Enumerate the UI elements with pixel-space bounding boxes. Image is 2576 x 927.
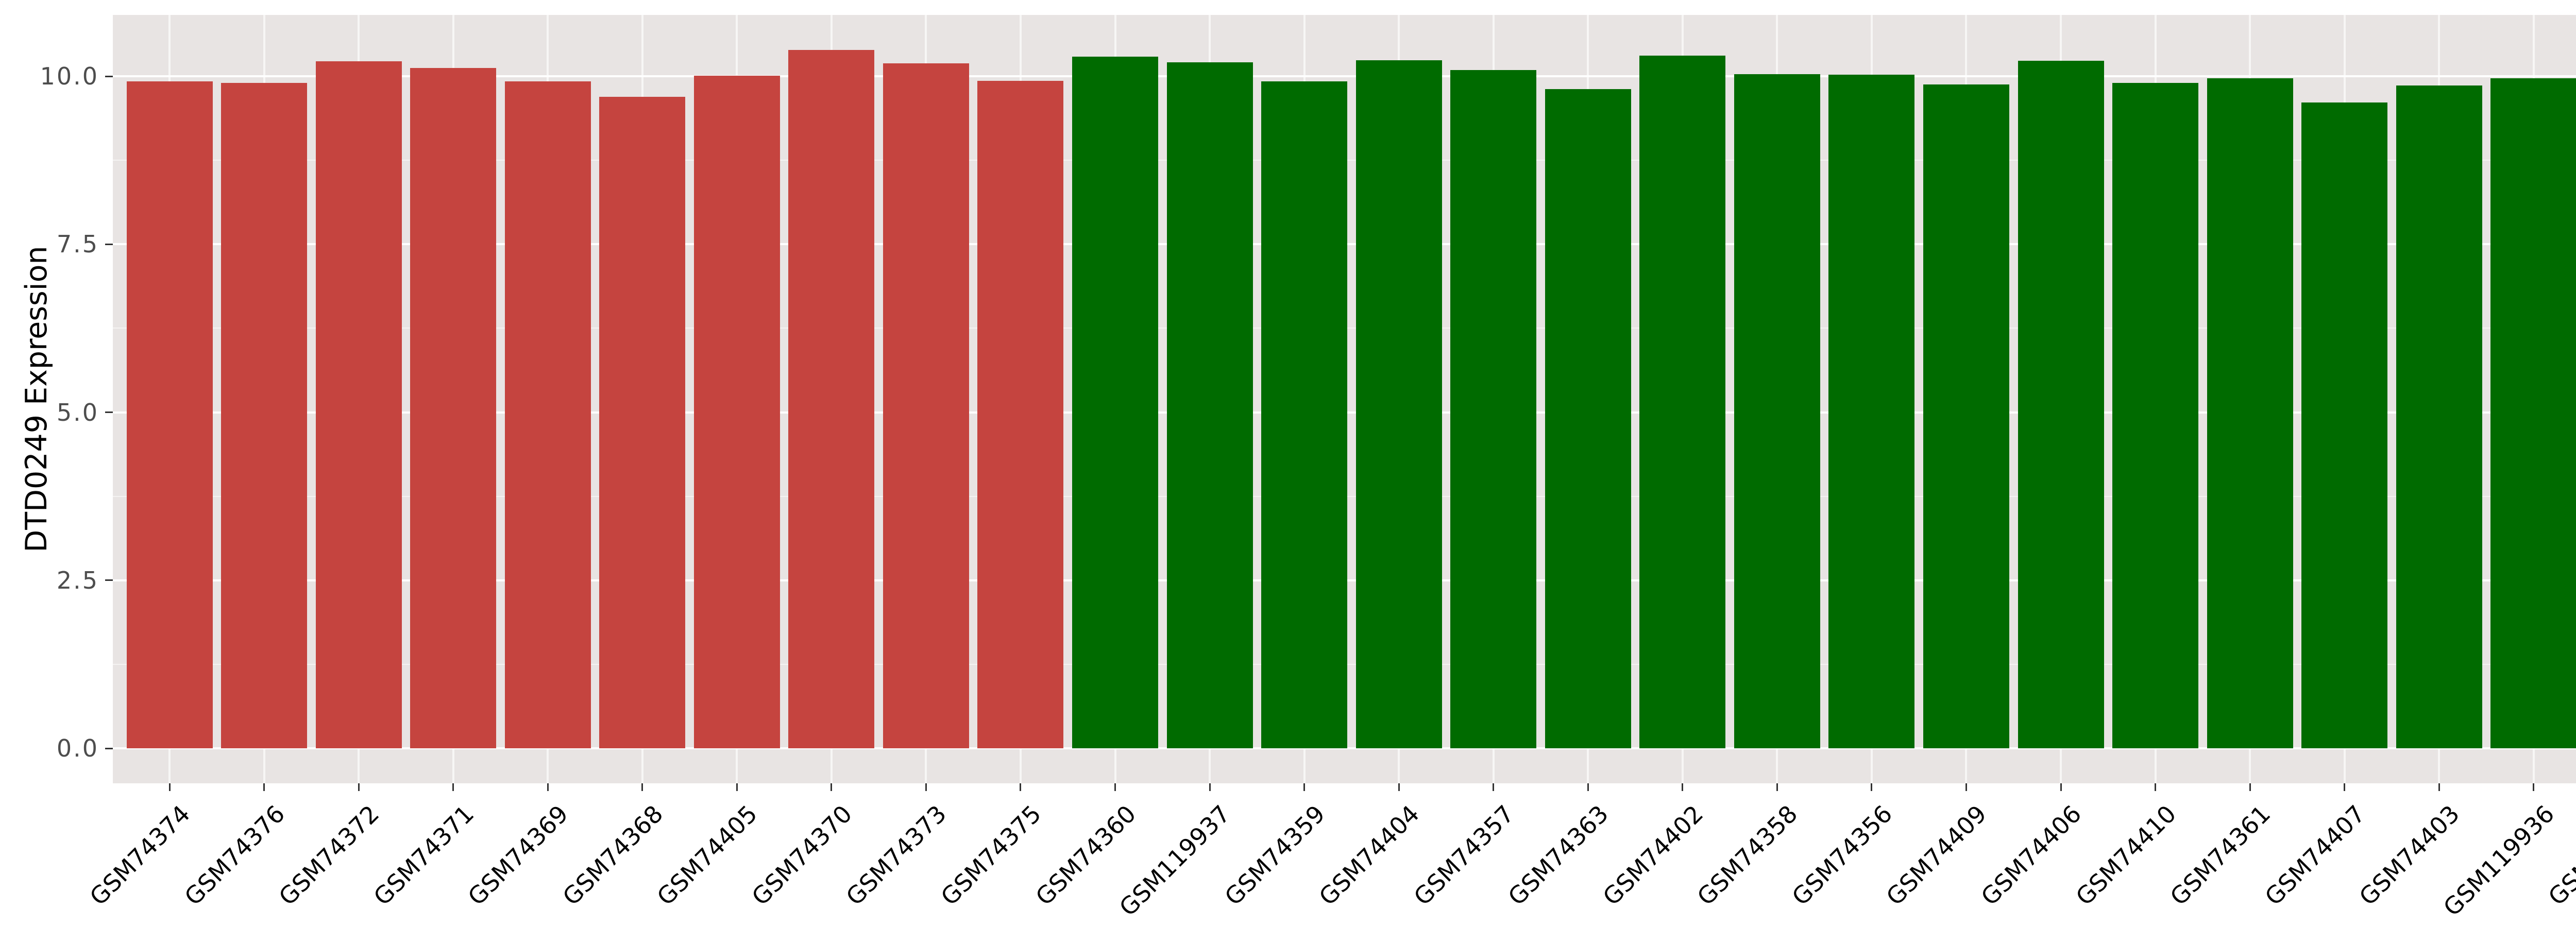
x-tick	[1303, 783, 1306, 791]
x-tick	[2155, 783, 2157, 791]
bar-GSM74403	[2396, 85, 2482, 748]
bar-GSM74405	[693, 75, 780, 748]
y-tick-label: 10.0	[40, 62, 99, 90]
x-tick	[1682, 783, 1684, 791]
x-tick-label: GSM74410	[2070, 800, 2181, 911]
bar-GSM74358	[1734, 74, 1820, 748]
x-tick-label: GSM74407	[2259, 800, 2370, 911]
x-tick	[2060, 783, 2062, 791]
bar-GSM74359	[1261, 81, 1348, 748]
y-tick	[105, 411, 113, 413]
bar-GSM74376	[221, 83, 308, 748]
major-gridline	[113, 75, 2576, 77]
x-tick-label: GSM74409	[1881, 800, 1992, 911]
x-tick-label: GSM74363	[1502, 800, 1614, 911]
bar-GSM74360	[1072, 57, 1158, 748]
bar-GSM74361	[2207, 78, 2293, 748]
x-tick	[641, 783, 643, 791]
x-tick-label: GSM74405	[651, 800, 763, 911]
plot-panel	[113, 15, 2576, 783]
bar-GSM74373	[883, 63, 969, 748]
x-tick	[736, 783, 738, 791]
y-tick-label: 7.5	[56, 230, 99, 259]
x-tick-label: GSM74371	[368, 800, 479, 911]
bar-GSM74407	[2301, 102, 2388, 748]
x-tick-label: GSM74369	[462, 800, 574, 911]
bar-GSM119936	[2490, 78, 2576, 748]
x-tick-label: GSM74375	[935, 800, 1047, 911]
bar-GSM74374	[126, 81, 213, 748]
x-tick	[263, 783, 265, 791]
x-tick-label: GSM74376	[179, 800, 290, 911]
y-tick	[105, 747, 113, 749]
x-tick-label: GSM74361	[2164, 800, 2276, 911]
x-tick-label: GSM74406	[1975, 800, 2087, 911]
bar-GSM74371	[410, 68, 497, 748]
x-tick	[1398, 783, 1400, 791]
bar-GSM74409	[1923, 84, 2009, 748]
x-tick	[1209, 783, 1211, 791]
bar-GSM74402	[1639, 55, 1726, 748]
bar-GSM119937	[1166, 62, 1253, 748]
x-tick	[2344, 783, 2346, 791]
x-tick	[2533, 783, 2535, 791]
y-tick-label: 0.0	[56, 734, 99, 762]
x-tick	[168, 783, 171, 791]
bar-GSM74410	[2112, 83, 2199, 748]
y-tick	[105, 243, 113, 245]
x-tick	[547, 783, 549, 791]
x-tick	[1871, 783, 1873, 791]
bar-GSM74372	[315, 61, 402, 748]
y-axis-title: DTD0249 Expression	[20, 246, 54, 553]
x-tick	[452, 783, 454, 791]
bar-GSM74363	[1545, 89, 1631, 748]
x-tick	[1020, 783, 1022, 791]
y-tick-label: 5.0	[56, 398, 99, 426]
x-tick-label: GSM74372	[273, 800, 385, 911]
bar-GSM74357	[1450, 70, 1537, 748]
x-tick	[1114, 783, 1116, 791]
y-tick-label: 2.5	[56, 566, 99, 594]
x-tick	[2438, 783, 2440, 791]
bar-GSM74369	[504, 81, 591, 748]
bar-GSM74368	[599, 97, 686, 748]
x-tick	[1493, 783, 1495, 791]
bar-GSM74375	[977, 81, 1064, 748]
x-tick	[831, 783, 833, 791]
x-tick-label: GSM74404	[1313, 800, 1425, 911]
x-tick	[1776, 783, 1778, 791]
x-tick-label: GSM74373	[840, 800, 952, 911]
x-tick-label: GSM74402	[1597, 800, 1708, 911]
y-tick	[105, 75, 113, 77]
x-tick-label: GSM74374	[84, 800, 196, 911]
x-tick-label: GSM74357	[1408, 800, 1519, 911]
x-tick	[1587, 783, 1589, 791]
x-tick-label: GSM74356	[1786, 800, 1898, 911]
y-tick	[105, 579, 113, 581]
bar-GSM74404	[1355, 60, 1442, 748]
x-tick	[358, 783, 360, 791]
bar-GSM74370	[788, 50, 875, 748]
x-tick-label: GSM74370	[746, 800, 858, 911]
x-tick-label: GSM74368	[557, 800, 668, 911]
x-tick-label: GSM74358	[1691, 800, 1803, 911]
major-gridline	[113, 747, 2576, 749]
bar-GSM74356	[1828, 75, 1915, 748]
x-tick	[925, 783, 927, 791]
x-tick-label: GSM74359	[1219, 800, 1330, 911]
x-tick	[1965, 783, 1967, 791]
x-tick	[2249, 783, 2251, 791]
bar-GSM74406	[2018, 60, 2104, 748]
